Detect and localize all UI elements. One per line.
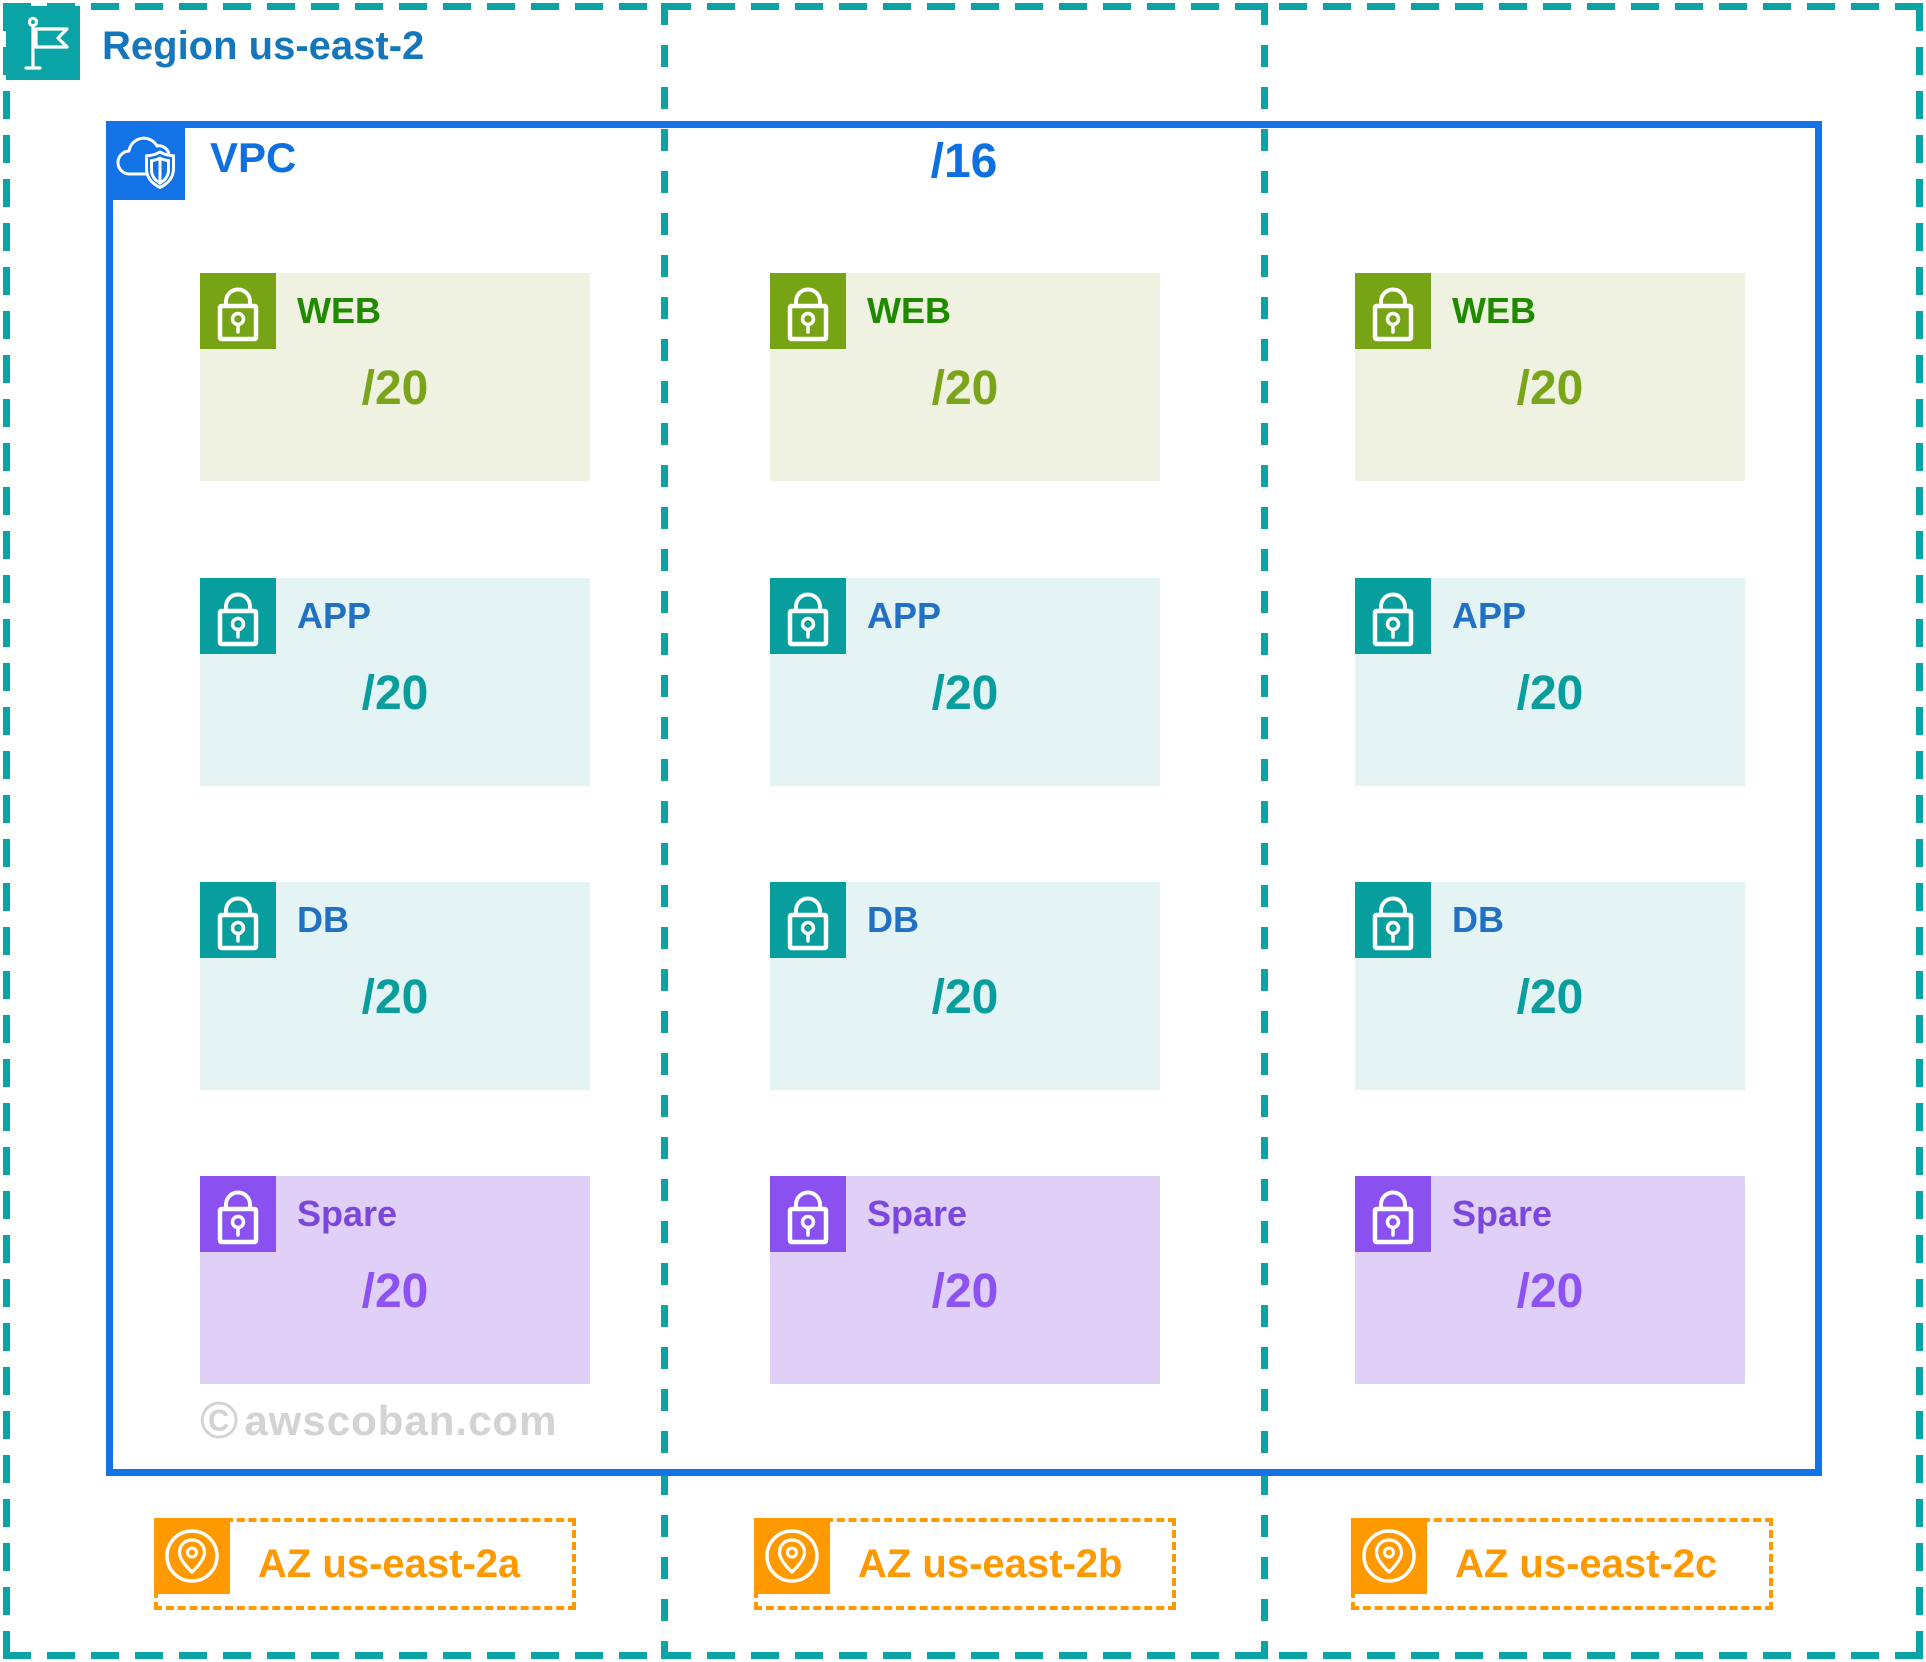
az-separator-2 [1261, 3, 1268, 1659]
lock-icon [200, 882, 276, 958]
subnet-spare-az3: Spare /20 [1355, 1176, 1745, 1384]
az-box-1: AZ us-east-2a [154, 1518, 576, 1610]
subnet-cidr: /20 [1516, 667, 1584, 720]
subnet-label: Spare [867, 1193, 968, 1234]
subnet-cidr: /20 [361, 1265, 429, 1318]
subnet-web-az1: WEB /20 [200, 273, 590, 481]
location-pin-icon [754, 1518, 830, 1594]
az-separator-1 [661, 3, 668, 1659]
subnet-label: APP [297, 595, 372, 636]
region-label: Region us-east-2 [102, 24, 425, 68]
vpc-cidr: /16 [930, 135, 998, 188]
lock-icon [200, 578, 276, 654]
subnet-spare-az2: Spare /20 [770, 1176, 1160, 1384]
copyright-icon: © [200, 1392, 239, 1450]
subnet-app-az2: APP /20 [770, 578, 1160, 786]
lock-icon [1355, 578, 1431, 654]
subnet-label: DB [1452, 899, 1504, 940]
subnet-web-az2: WEB /20 [770, 273, 1160, 481]
region-border-top [3, 3, 1923, 10]
subnet-label: WEB [297, 290, 381, 331]
lock-icon [1355, 882, 1431, 958]
subnet-db-az3: DB /20 [1355, 882, 1745, 1090]
watermark-text: awscoban.com [244, 1397, 558, 1444]
subnet-label: WEB [1452, 290, 1536, 331]
vpc-container [106, 121, 1822, 1476]
subnet-cidr: /20 [931, 971, 999, 1024]
lock-icon [200, 273, 276, 349]
region-border-left [3, 3, 10, 1659]
subnet-label: APP [867, 595, 942, 636]
region-border-bottom [3, 1652, 1923, 1659]
subnet-cidr: /20 [931, 1265, 999, 1318]
subnet-cidr: /20 [1516, 362, 1584, 415]
vpc-label: VPC [210, 134, 297, 181]
lock-icon [770, 273, 846, 349]
subnet-cidr: /20 [1516, 971, 1584, 1024]
lock-icon [200, 1176, 276, 1252]
location-pin-icon [1351, 1518, 1427, 1594]
subnet-cidr: /20 [1516, 1265, 1584, 1318]
subnet-spare-az1: Spare /20 [200, 1176, 590, 1384]
subnet-label: DB [297, 899, 349, 940]
region-border-right [1916, 3, 1923, 1659]
subnet-cidr: /20 [931, 362, 999, 415]
subnet-db-az2: DB /20 [770, 882, 1160, 1090]
subnet-db-az1: DB /20 [200, 882, 590, 1090]
subnet-web-az3: WEB /20 [1355, 273, 1745, 481]
subnet-app-az3: APP /20 [1355, 578, 1745, 786]
az-label: AZ us-east-2a [258, 1541, 521, 1586]
az-box-2: AZ us-east-2b [754, 1518, 1176, 1610]
vpc-cloud-shield-icon [106, 121, 185, 200]
az-label: AZ us-east-2b [858, 1541, 1123, 1586]
az-box-3: AZ us-east-2c [1351, 1518, 1773, 1610]
subnet-cidr: /20 [361, 971, 429, 1024]
subnet-label: DB [867, 899, 919, 940]
watermark: © awscoban.com [200, 1392, 558, 1450]
lock-icon [770, 578, 846, 654]
subnet-label: Spare [1452, 1193, 1553, 1234]
subnet-cidr: /20 [931, 667, 999, 720]
lock-icon [1355, 273, 1431, 349]
az-label: AZ us-east-2c [1455, 1541, 1718, 1586]
subnet-cidr: /20 [361, 362, 429, 415]
subnet-cidr: /20 [361, 667, 429, 720]
subnet-app-az1: APP /20 [200, 578, 590, 786]
lock-icon [770, 882, 846, 958]
subnet-label: WEB [867, 290, 951, 331]
region-flag-icon [6, 6, 80, 80]
lock-icon [770, 1176, 846, 1252]
location-pin-icon [154, 1518, 230, 1594]
subnet-label: Spare [297, 1193, 398, 1234]
subnet-label: APP [1452, 595, 1527, 636]
lock-icon [1355, 1176, 1431, 1252]
